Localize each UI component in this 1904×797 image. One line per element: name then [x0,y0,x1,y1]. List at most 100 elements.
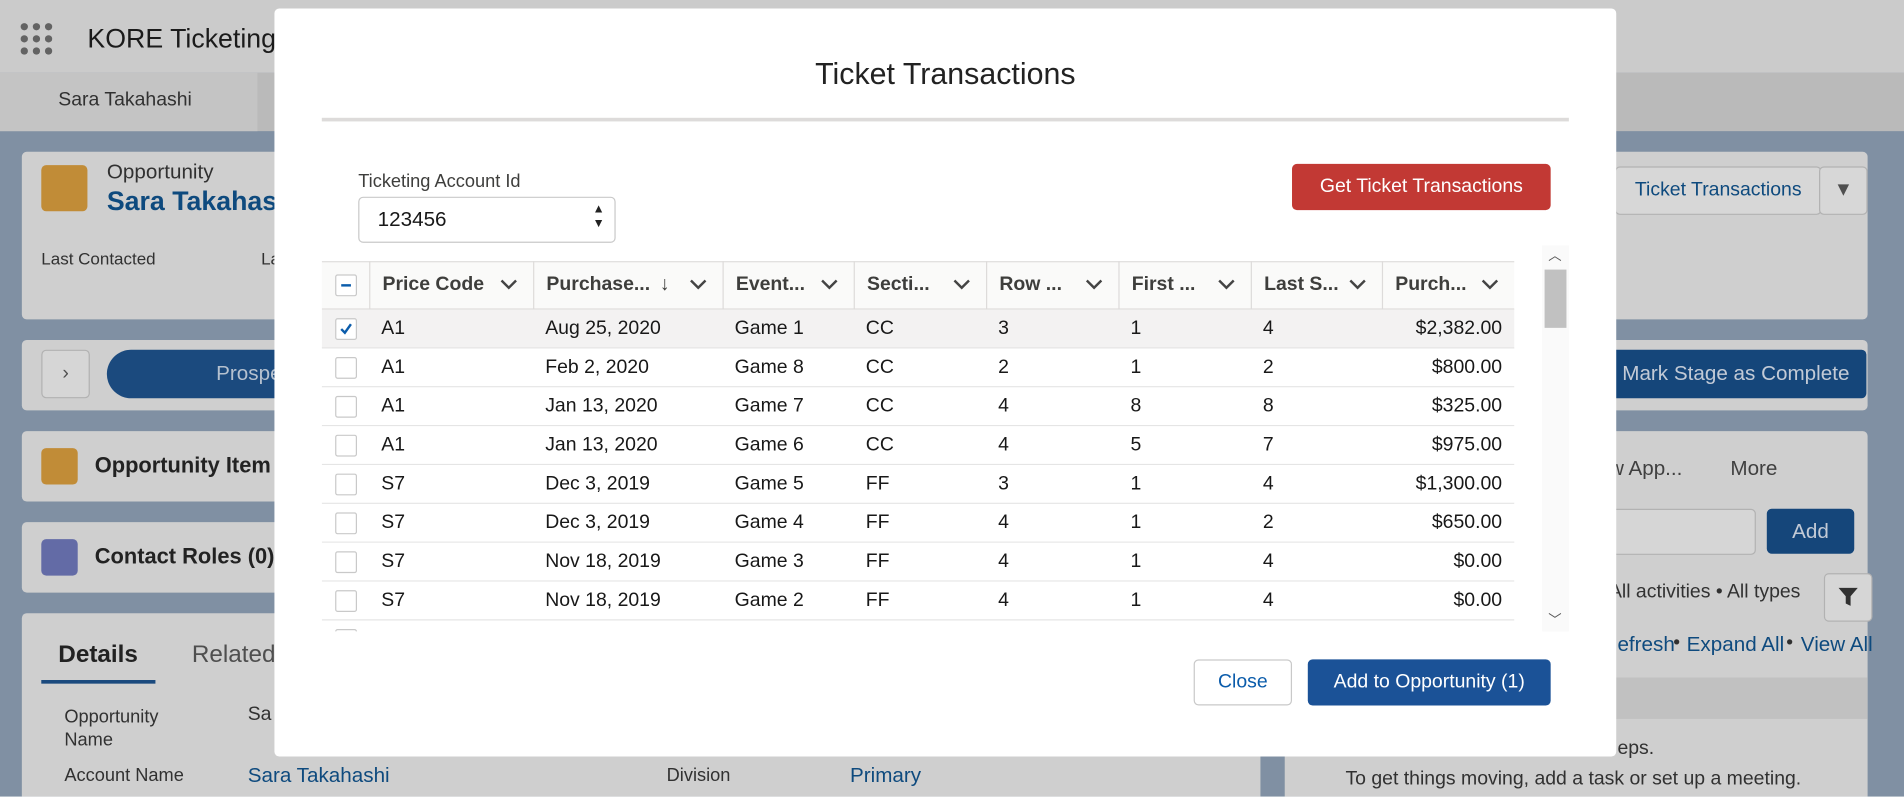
activity-input[interactable] [1602,508,1756,555]
column-label[interactable]: First ... [1131,274,1196,296]
row-checkbox[interactable] [335,551,358,574]
scroll-up[interactable]: ︿ [1548,248,1562,264]
table-cell: S7 [381,473,406,495]
table-cell: $650.00 [1431,512,1503,534]
table-cell: $0.00 [1453,590,1503,611]
row-checkbox[interactable] [335,318,358,341]
row-checkbox[interactable] [335,434,358,457]
record-icon [41,165,88,212]
table-cell: Game 1 [734,318,804,339]
path-toggle[interactable]: › [41,349,90,399]
timeline-band [1578,677,1868,719]
table-cell: Aug 25, 2020 [545,318,661,339]
table-row [321,348,1515,388]
row-checkbox[interactable] [335,473,358,496]
record-type: Opportunity [106,160,214,184]
add-to-opportunity-button[interactable]: Add to Opportunity (1) [1307,659,1551,706]
column-label[interactable]: Purch... [1395,274,1467,296]
table-cell: $800.00 [1431,357,1503,378]
table-row [321,309,1515,349]
table-cell: Game 7 [734,395,804,417]
account-id-value[interactable]: 123456 [377,207,447,231]
path-stage-label[interactable]: Prospe [216,361,282,385]
app-launcher[interactable] [19,22,55,58]
row-checkbox[interactable] [335,357,358,379]
row-checkbox [335,629,358,632]
account-id-input[interactable] [358,196,616,243]
spinner[interactable]: ▲ ▼ [592,202,605,231]
table-cell: 4 [998,434,1009,456]
get-transactions-button[interactable]: Get Ticket Transactions [1292,163,1551,211]
table-cell: A1 [381,318,406,339]
scroll-down[interactable]: ﹀ [1548,613,1562,628]
field-label: Last Contacted [41,248,156,269]
table-cell: CC [865,357,894,378]
card-title[interactable]: Contact Roles (0) [94,544,275,569]
column-header[interactable]: Price Code [369,261,533,310]
column-menu[interactable] [952,274,971,300]
column-menu[interactable] [1084,274,1103,300]
table-cell: Jan 13, 2020 [545,395,658,417]
close-button[interactable]: Close [1193,659,1293,706]
tab[interactable]: Details [58,641,138,668]
table-cell: 4 [998,395,1009,417]
tab[interactable]: Related [191,641,276,668]
column-menu[interactable] [689,274,708,300]
refresh-link[interactable]: efresh [1617,632,1675,656]
table-cell: 1 [1130,357,1142,378]
scrollbar[interactable]: ︿ ﹀ [1542,245,1569,632]
table-cell: Feb 2, 2020 [545,357,649,378]
row-checkbox[interactable] [335,512,358,535]
column-label[interactable]: Secti... [867,274,930,296]
column-menu[interactable] [1217,274,1236,300]
expand-all-link[interactable]: Expand All [1686,632,1785,656]
table-cell: 4 [1262,551,1274,572]
scroll-thumb[interactable] [1544,269,1567,328]
table-cell: CC [865,395,894,417]
select-all-checkbox[interactable] [335,274,358,297]
add-activity-button[interactable]: Add [1766,508,1855,554]
tab[interactable] [0,72,258,132]
field-value[interactable]: Primary [850,763,922,787]
column-header[interactable]: Secti... [853,261,986,310]
column-menu[interactable] [820,274,839,300]
column-label[interactable]: Purchase... [546,274,651,296]
table-cell: 4 [998,551,1009,572]
menu-button[interactable]: ▼ [1819,166,1868,215]
table-cell: Game 3 [734,551,804,572]
activity-tab[interactable]: More [1730,456,1778,480]
record-name: Sara Takahas [106,185,278,217]
table-cell: 7 [1262,434,1274,456]
table-cell: $975.00 [1431,434,1503,456]
column-label[interactable]: Last S... [1264,274,1339,296]
tab-indicator [41,680,156,684]
field-value: Sa [247,704,272,725]
filter-button[interactable] [1823,573,1873,622]
column-menu[interactable] [499,274,518,300]
table-cell: Nov 18, 2019 [545,590,661,611]
table-row [321,387,1515,427]
column-header[interactable]: Last S... [1250,261,1382,310]
tab-label[interactable]: Sara Takahashi [58,89,192,111]
sort-arrow[interactable]: ↓ [659,274,670,296]
card-title[interactable]: Opportunity Item [94,452,271,478]
view-all-link[interactable]: View All [1800,632,1873,656]
table-cell: 2 [998,357,1009,378]
field-value[interactable]: Sara Takahashi [247,763,390,787]
empty-text: eps. [1617,738,1655,759]
column-label[interactable]: Row ... [999,274,1062,296]
row-checkbox[interactable] [335,395,358,418]
column-header[interactable]: Row ... [986,261,1118,310]
mark-stage-button[interactable]: Mark Stage as Complete [1605,349,1867,399]
column-header[interactable]: Purchase... ↓ [533,261,722,310]
column-label[interactable]: Price Code [382,274,485,296]
column-label[interactable]: Event... [735,274,805,296]
activity-tab[interactable]: w App... [1608,456,1683,480]
column-header[interactable]: Purch... [1381,261,1514,310]
column-header[interactable]: First ... [1118,261,1250,310]
column-menu[interactable] [1480,274,1499,300]
column-header[interactable]: Event... [722,261,854,310]
column-menu[interactable] [1348,274,1367,300]
row-checkbox[interactable] [335,590,358,613]
path-stage[interactable] [106,349,302,399]
